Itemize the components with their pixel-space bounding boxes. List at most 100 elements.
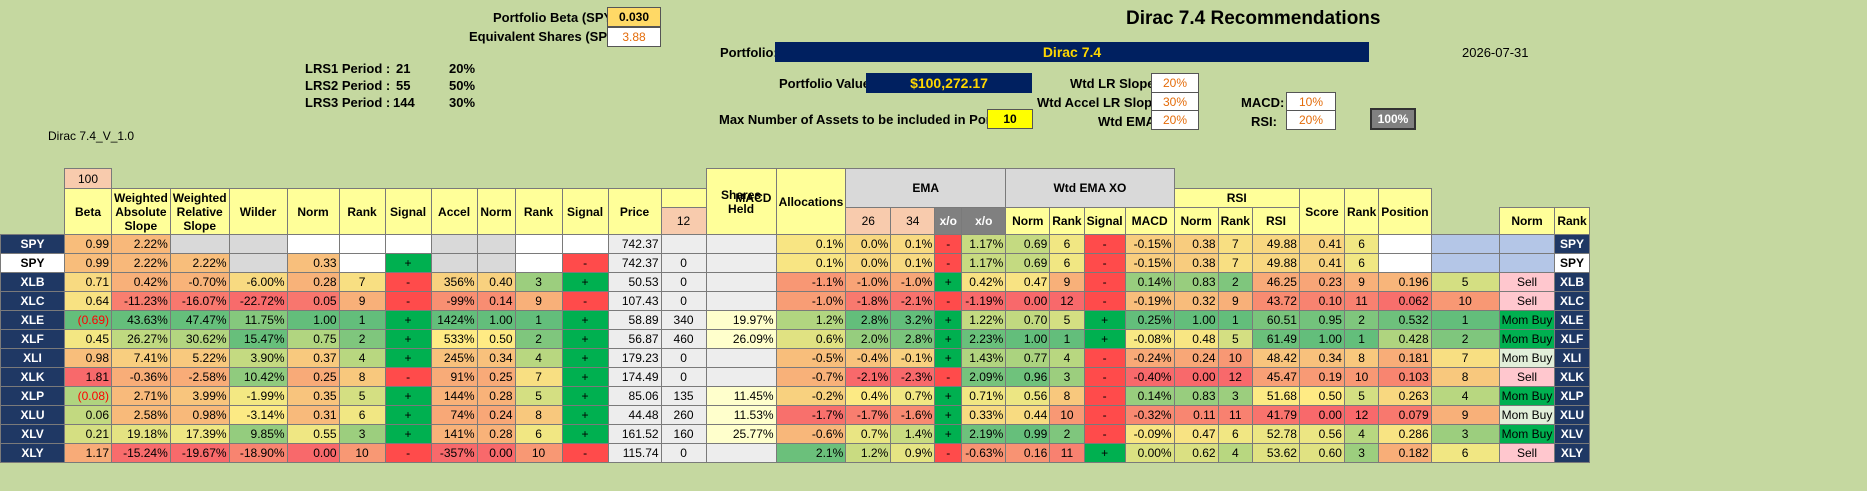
table-row: XLY 1.17 -15.24% -19.67% -18.90% 0.00 10- -357%… (0, 443, 1594, 463)
group-rsi: RSI (1173, 188, 1300, 208)
lrs3-pct: 30% (449, 95, 476, 110)
weighted-absolute-slope: 2.58% (111, 405, 171, 425)
wtd-ema-xo: 0.42% (961, 272, 1007, 292)
score: 0.062 (1378, 291, 1432, 311)
rank-1 (338, 234, 386, 254)
rank-2: 9 (514, 291, 563, 311)
price: 115.74 (607, 443, 662, 463)
portfolio-value: $100,272.17 (866, 73, 1032, 93)
norm-3: 0.16 (1005, 443, 1051, 463)
rank-4: 5 (1217, 329, 1253, 349)
signal-2: + (561, 424, 609, 444)
ema-34: 0.1% (890, 253, 936, 273)
accel: -99% (430, 291, 478, 311)
weighted-relative-slope: 0.98% (169, 405, 230, 425)
norm-4: 0.32 (1173, 291, 1219, 311)
signal-3: + (1083, 443, 1126, 463)
norm-2: 1.00 (476, 310, 516, 330)
norm-1: 0.05 (286, 291, 340, 311)
lrs1-period: 21 (396, 61, 411, 76)
rank-5: 10 (1343, 367, 1380, 387)
rank-4: 10 (1217, 348, 1253, 368)
rsi-weight-value[interactable]: 20% (1286, 110, 1336, 130)
norm-5: 0.10 (1298, 291, 1345, 311)
accel: 74% (430, 405, 478, 425)
ema-xo: - (934, 291, 963, 311)
lrs2-pct: 50% (449, 78, 476, 93)
ema-xo: - (934, 253, 963, 273)
weighted-relative-slope (169, 234, 230, 254)
rank-3: 10 (1049, 405, 1085, 425)
shares-held: 340 (660, 310, 707, 330)
norm-4: 0.83 (1173, 386, 1219, 406)
ema-34: 0.9% (890, 443, 936, 463)
beta: 0.99 (64, 234, 112, 254)
weighted-relative-slope: -0.70% (169, 272, 230, 292)
rsi-weight-label: RSI: (1251, 114, 1277, 129)
wtd-lr-slope-value[interactable]: 20% (1151, 73, 1199, 93)
macd: -0.15% (1124, 234, 1175, 254)
lrs2-label: LRS2 Period : (305, 78, 391, 93)
norm-3: 1.00 (1005, 329, 1051, 349)
col-signal-2: Signal (561, 188, 609, 235)
rank-4: 12 (1217, 367, 1253, 387)
ticker: XLY (0, 443, 65, 463)
price: 161.52 (607, 424, 662, 444)
signal-3: - (1083, 405, 1126, 425)
ticker: SPY (0, 234, 65, 254)
wilder (228, 253, 288, 273)
wtd-ema-value[interactable]: 20% (1151, 110, 1199, 130)
norm-5: 1.00 (1298, 329, 1345, 349)
signal-3: - (1083, 253, 1126, 273)
wilder: -22.72% (228, 291, 288, 311)
norm-3: 0.44 (1005, 405, 1051, 425)
beta: 0.99 (64, 253, 112, 273)
table-row: XLB 0.71 0.42% -0.70% -6.00% 0.28 7-356% 0.40 3 +… (0, 272, 1594, 292)
macd: 0.14% (1124, 386, 1175, 406)
col-price: Price (607, 188, 662, 235)
weighted-absolute-slope: 2.22% (111, 253, 171, 273)
signal-1: + (384, 405, 432, 425)
price: 174.49 (607, 367, 662, 387)
ema-12: 0.6% (775, 329, 847, 349)
ema-34: 0.7% (890, 386, 936, 406)
ema-xo: + (934, 348, 963, 368)
col-beta: Beta (64, 188, 112, 235)
weighted-relative-slope: 3.99% (169, 386, 230, 406)
col-rank-final: Rank (1343, 188, 1380, 235)
weighted-absolute-slope: -15.24% (111, 443, 171, 463)
table-row: XLU 0.06 2.58% 0.98% -3.14% 0.31 6 +74% 0.24 8 +44… (0, 405, 1594, 425)
max-assets-value[interactable]: 10 (987, 109, 1033, 129)
ema-xo: + (934, 405, 963, 425)
allocation (705, 234, 777, 254)
wtd-accel-value[interactable]: 30% (1151, 92, 1199, 112)
rank-4: 6 (1217, 424, 1253, 444)
weighted-relative-slope: 5.22% (169, 348, 230, 368)
allocation: 26.09% (705, 329, 777, 349)
rank-5: 3 (1343, 443, 1380, 463)
score: 0.182 (1378, 443, 1432, 463)
rank-4: 11 (1217, 405, 1253, 425)
norm-4: 0.00 (1173, 367, 1219, 387)
macd: -0.24% (1124, 348, 1175, 368)
score: 0.532 (1378, 310, 1432, 330)
ticker-right: XLB (1554, 272, 1590, 292)
ema-xo: + (934, 272, 963, 292)
ema-34: 1.4% (890, 424, 936, 444)
weighted-relative-slope: 2.22% (169, 253, 230, 273)
ticker: XLB (0, 272, 65, 292)
allocation: 11.53% (705, 405, 777, 425)
shares-held: 0 (660, 443, 707, 463)
wtd-lr-slope-label: Wtd LR Slope: (1070, 76, 1159, 91)
accel: -357% (430, 443, 478, 463)
score: 0.428 (1378, 329, 1432, 349)
position: Mom Buy (1498, 310, 1556, 330)
ema-34: -2.1% (890, 291, 936, 311)
position: Mom Buy (1498, 424, 1556, 444)
ema-34: 0.1% (890, 234, 936, 254)
signal-2: + (561, 310, 609, 330)
rank-final: 10 (1430, 291, 1500, 311)
macd-weight-value[interactable]: 10% (1286, 92, 1336, 112)
accel: 1424% (430, 310, 478, 330)
beta: 1.17 (64, 443, 112, 463)
